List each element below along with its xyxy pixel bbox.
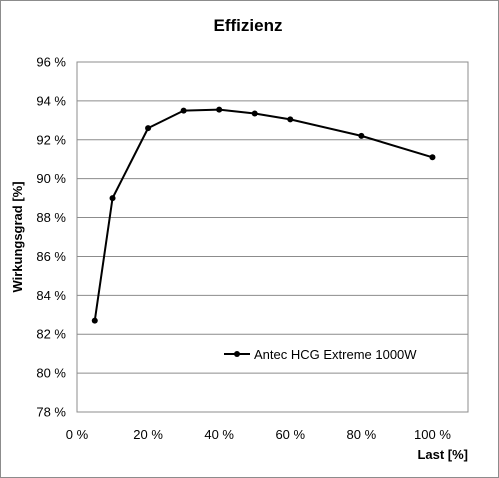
x-tick-label: 60 % [275, 427, 305, 442]
plot-area [76, 61, 469, 413]
chart-title: Effizienz [214, 16, 283, 35]
grid-lines [77, 100, 468, 374]
data-point [287, 116, 294, 123]
x-tick-label: 0 % [66, 427, 89, 442]
x-tick-label: 100 % [414, 427, 451, 442]
y-tick-label: 84 % [36, 288, 66, 303]
y-tick-label: 94 % [36, 93, 66, 108]
data-point [429, 154, 436, 161]
y-axis-label: Wirkungsgrad [%] [10, 181, 25, 292]
data-point [109, 195, 116, 202]
data-point [145, 125, 152, 132]
x-tick-label: 40 % [204, 427, 234, 442]
y-tick-label: 96 % [36, 55, 66, 70]
y-tick-label: 88 % [36, 210, 66, 225]
x-axis-label: Last [%] [417, 447, 468, 462]
x-tick-label: 20 % [133, 427, 163, 442]
y-tick-label: 82 % [36, 327, 66, 342]
y-tick-label: 86 % [36, 249, 66, 264]
y-tick-label: 80 % [36, 366, 66, 381]
y-tick-labels: 78 % 80 % 82 % 84 % 86 % 88 % 90 % 92 % 94 % 96 % [36, 55, 66, 420]
x-tick-label: 80 % [347, 427, 377, 442]
legend: Antec HCG Extreme 1000W [224, 347, 417, 362]
series-layer [91, 106, 436, 324]
y-tick-label: 78 % [36, 405, 66, 420]
data-point [358, 132, 365, 139]
legend-entry: Antec HCG Extreme 1000W [254, 347, 417, 362]
series-line [93, 108, 433, 321]
data-point [91, 317, 98, 324]
x-tick-labels: 0 % 20 % 40 % 60 % 80 % 100 % [66, 427, 452, 442]
legend-marker [234, 351, 240, 357]
y-tick-label: 92 % [36, 132, 66, 147]
data-point [216, 106, 223, 113]
data-point [251, 110, 258, 117]
y-tick-label: 90 % [36, 171, 66, 186]
data-point [180, 107, 187, 114]
